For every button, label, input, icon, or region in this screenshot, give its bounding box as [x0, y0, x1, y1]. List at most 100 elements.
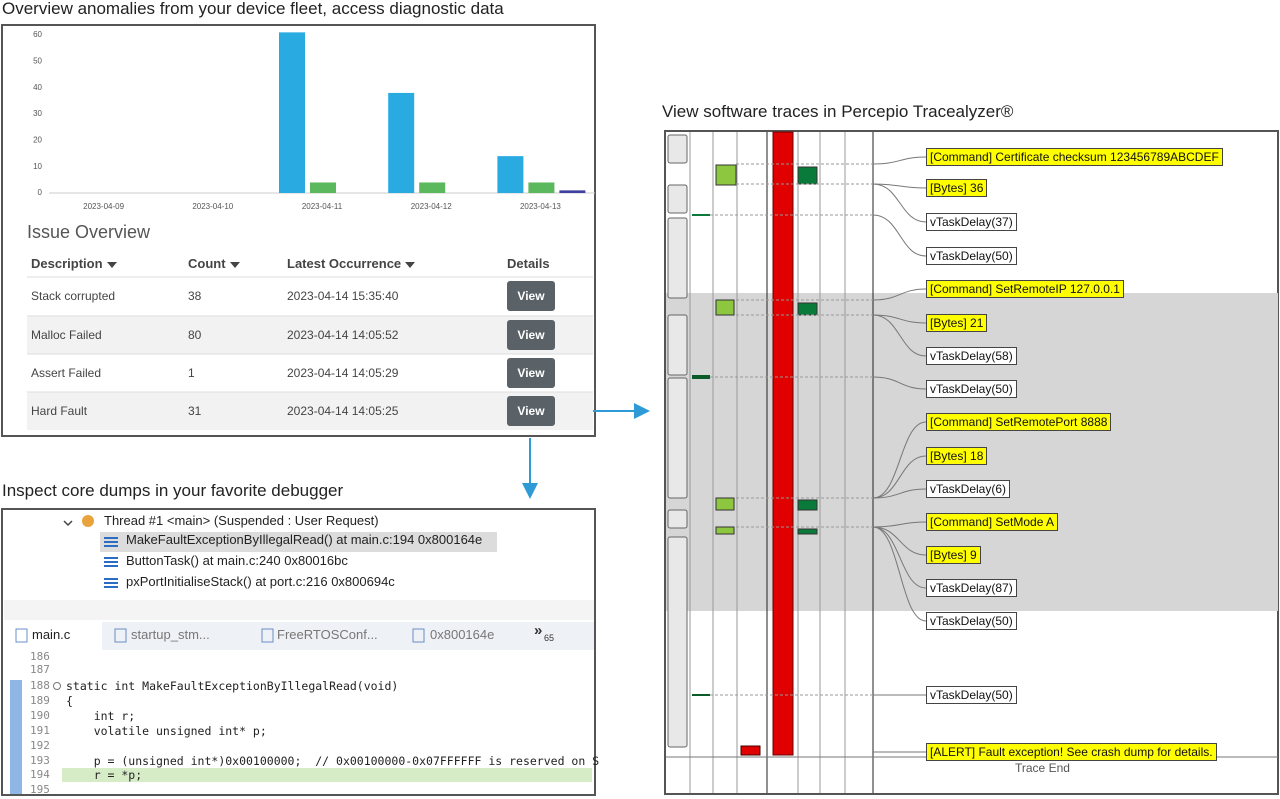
column-header: Details: [507, 256, 550, 271]
editor-tab[interactable]: main.c: [32, 627, 71, 642]
caption: View software traces in Percepio Traceal…: [662, 102, 1014, 121]
trace-label[interactable]: [Bytes] 9: [926, 546, 981, 564]
trace-end: Trace End: [1015, 761, 1070, 775]
x-tick-label: 2023-04-10: [192, 202, 233, 211]
trace-label[interactable]: [Command] SetMode A: [926, 513, 1059, 531]
caption: Overview anomalies from your device flee…: [2, 0, 504, 18]
task-blocks: [667, 134, 688, 748]
sort-icon: [405, 261, 416, 268]
column-header[interactable]: Count: [188, 256, 240, 271]
trace-label[interactable]: [Command] Certificate checksum 123456789…: [926, 148, 1223, 166]
trace-label[interactable]: vTaskDelay(50): [926, 247, 1017, 265]
y-tick-label: 30: [33, 109, 42, 118]
sort-icon: [106, 261, 117, 268]
table-cell: 1: [188, 366, 195, 380]
table-cell: Malloc Failed: [31, 328, 102, 342]
line-number: 195: [30, 783, 50, 796]
bar: [497, 156, 524, 193]
thread-icon: [82, 515, 94, 527]
code-line: {: [66, 694, 73, 708]
trace-label[interactable]: [Command] SetRemoteIP 127.0.0.1: [926, 280, 1124, 298]
trace-label[interactable]: [Bytes] 18: [926, 447, 988, 465]
stack-frame[interactable]: MakeFaultExceptionByIllegalRead() at mai…: [126, 532, 483, 547]
table-row: [27, 354, 593, 392]
leader-line: [872, 521, 927, 528]
trace-label[interactable]: vTaskDelay(50): [926, 612, 1017, 630]
trace-label[interactable]: vTaskDelay(87): [926, 579, 1017, 597]
column-header[interactable]: Latest Occurrence: [287, 256, 416, 271]
table-row: [27, 392, 593, 430]
leader-line: [872, 156, 927, 165]
line-number: 189: [30, 694, 50, 707]
view-button[interactable]: View: [507, 281, 555, 311]
table-row: [27, 277, 593, 315]
expand-icon: [63, 520, 73, 527]
trace-label[interactable]: vTaskDelay(50): [926, 380, 1017, 398]
table-cell: 2023-04-14 14:05:52: [287, 328, 399, 342]
trace-events: [692, 164, 818, 756]
frame-icons: [104, 537, 118, 588]
trace-label[interactable]: vTaskDelay(58): [926, 347, 1017, 365]
trace-label[interactable]: [ALERT] Fault exception! See crash dump …: [926, 743, 1217, 761]
view-button[interactable]: View: [507, 358, 555, 388]
tab-bar: [4, 622, 594, 650]
view-button[interactable]: View: [507, 320, 555, 350]
trace-label[interactable]: [Bytes] 36: [926, 179, 988, 197]
change-bar: [10, 680, 22, 794]
trace-label[interactable]: [Command] SetRemotePort 8888: [926, 413, 1112, 431]
x-tick-label: 2023-04-11: [302, 202, 343, 211]
leader-line: [872, 214, 927, 257]
x-tick-label: 2023-04-09: [83, 202, 124, 211]
code-line: p = (unsigned int*)0x00100000; // 0x0010…: [66, 754, 600, 768]
trace-label[interactable]: vTaskDelay(37): [926, 213, 1017, 231]
table-cell: 2023-04-14 14:05:29: [287, 366, 399, 380]
bar: [419, 182, 446, 193]
leader-line: [872, 183, 927, 223]
line-number: 194: [30, 768, 50, 781]
view-button[interactable]: View: [507, 396, 555, 426]
trace-label[interactable]: [Bytes] 21: [926, 314, 988, 332]
stack-frame[interactable]: pxPortInitialiseStack() at port.c:216 0x…: [126, 574, 395, 589]
leader-line: [872, 183, 927, 189]
selected-frame: [100, 532, 497, 552]
table-row: [27, 316, 593, 354]
table-cell: Hard Fault: [31, 404, 88, 418]
more-tabs[interactable]: »: [534, 622, 543, 639]
table-cell: Stack corrupted: [31, 289, 116, 303]
y-tick-label: 0: [38, 188, 43, 197]
table-cell: 2023-04-14 15:35:40: [287, 289, 399, 303]
table-cell: 31: [188, 404, 202, 418]
bar: [559, 190, 586, 193]
code-line: r = *p;: [66, 768, 143, 782]
line-number: 188: [30, 679, 50, 692]
line-number: 187: [30, 663, 50, 676]
table-cell: 80: [188, 328, 202, 342]
table-cell: 2023-04-14 14:05:25: [287, 404, 399, 418]
fault-task: [772, 131, 794, 756]
y-tick-label: 10: [33, 162, 42, 171]
leader-line: [872, 314, 927, 324]
leader-line: [872, 526, 927, 589]
y-tick-label: 60: [33, 30, 42, 39]
editor-tab[interactable]: startup_stm...: [131, 627, 210, 642]
bar: [279, 32, 305, 193]
editor-tab[interactable]: FreeRTOSConf...: [277, 627, 378, 642]
trace-label[interactable]: vTaskDelay(50): [926, 686, 1017, 704]
code-line: static int MakeFaultExceptionByIllegalRe…: [66, 679, 399, 693]
line-number: 193: [30, 754, 50, 767]
caption: Inspect core dumps in your favorite debu…: [2, 481, 344, 500]
editor-tab[interactable]: 0x800164e: [430, 627, 495, 642]
stack-frame[interactable]: ButtonTask() at main.c:240 0x80016bc: [126, 553, 348, 568]
trace-label[interactable]: vTaskDelay(6): [926, 480, 1011, 498]
leader-line: [872, 526, 927, 556]
leader-line: [872, 455, 927, 499]
bar: [388, 92, 415, 193]
column-header[interactable]: Description: [31, 256, 117, 271]
leader-line: [872, 526, 927, 622]
thread-label: Thread #1 <main> (Suspended : User Reque…: [104, 513, 379, 528]
more-tabs-count: 65: [544, 633, 555, 643]
table-cell: 38: [188, 289, 202, 303]
current-line: [62, 768, 592, 782]
leader-line: [872, 288, 927, 301]
table-cell: Assert Failed: [31, 366, 102, 380]
